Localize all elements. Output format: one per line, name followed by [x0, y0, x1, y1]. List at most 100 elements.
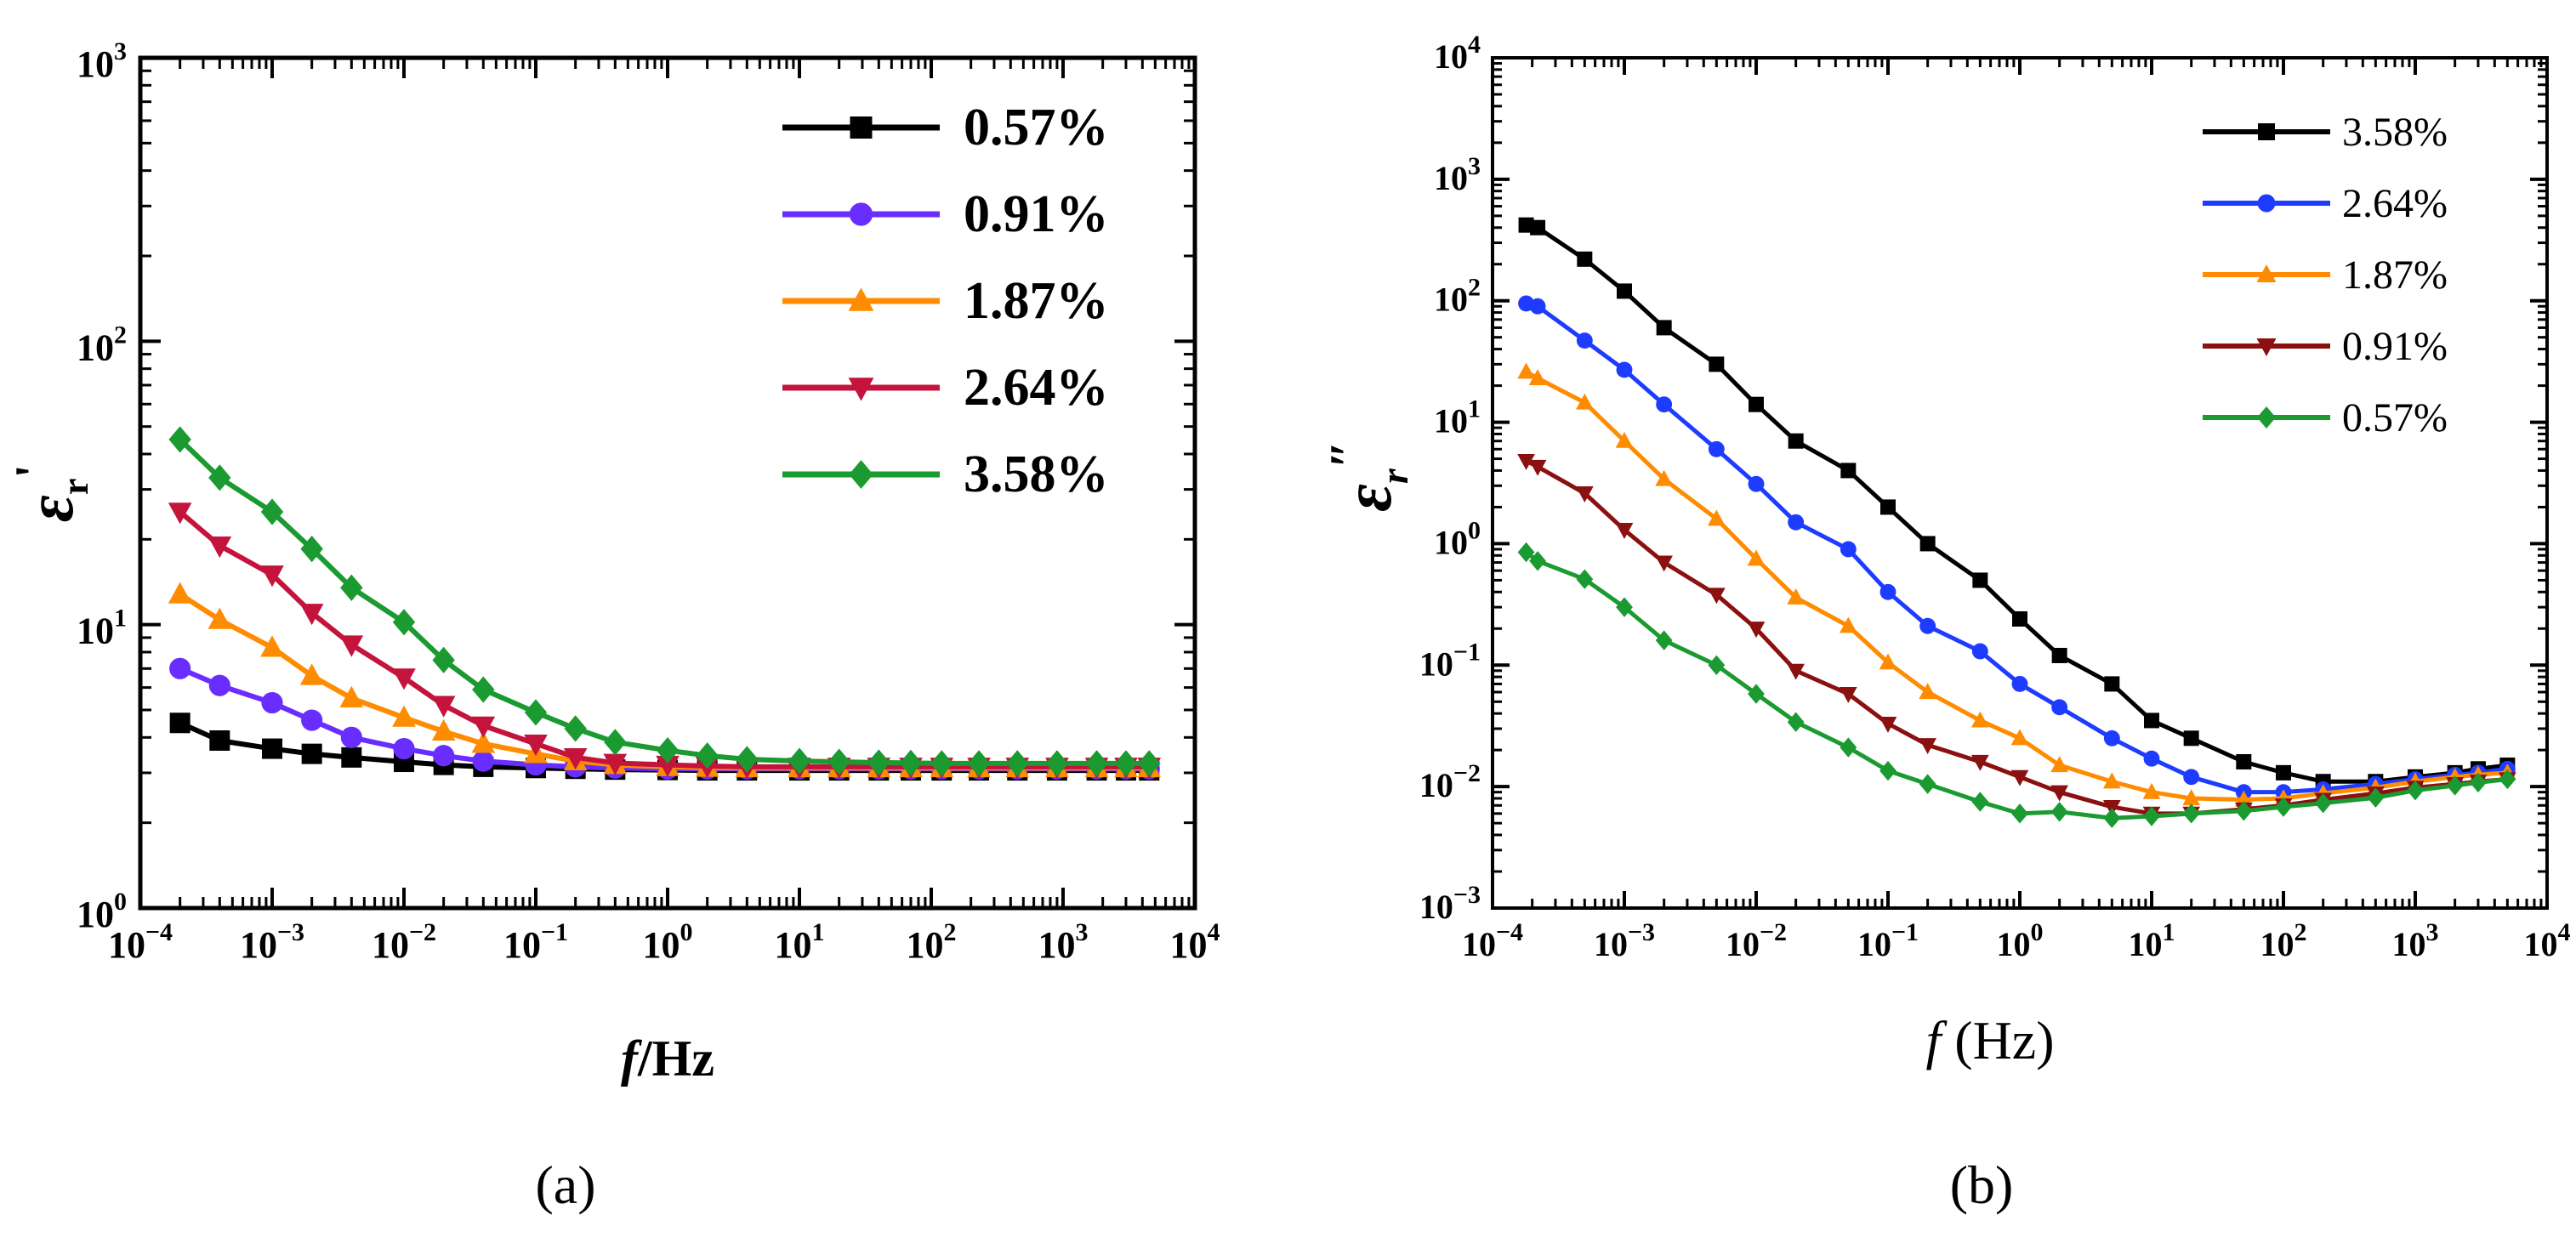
data-point — [1517, 362, 1535, 379]
data-point — [301, 709, 323, 731]
data-point — [1919, 683, 1937, 700]
y-tick-label: 101 — [1434, 395, 1481, 440]
data-point — [1879, 583, 1896, 600]
chart-a-axes: 10−4 10−3 10−2 10−1 100 101 102 103 104 100 101 102… — [77, 37, 1220, 966]
data-point — [472, 676, 495, 703]
data-point — [2104, 676, 2120, 692]
data-point — [604, 729, 627, 756]
data-point — [1970, 711, 1989, 728]
data-point — [1879, 653, 1897, 670]
data-point — [2143, 806, 2160, 826]
x-tick-label: 10−3 — [1594, 918, 1655, 963]
data-point — [2012, 610, 2027, 627]
data-point — [393, 737, 415, 760]
data-point — [1747, 549, 1766, 566]
data-point — [656, 736, 680, 764]
y-tick-label: 103 — [1434, 152, 1481, 197]
data-point — [169, 712, 190, 734]
data-point — [300, 536, 323, 563]
data-point — [2103, 808, 2121, 828]
panel-a-label: (a) — [535, 1155, 595, 1215]
x-tick-label: 103 — [1038, 918, 1089, 966]
data-point — [2010, 729, 2029, 746]
data-point — [2103, 730, 2120, 747]
data-point — [524, 734, 548, 757]
data-point — [1575, 486, 1594, 502]
data-point — [2182, 789, 2201, 806]
legend-marker — [848, 378, 874, 401]
chart-a: 10−4 10−3 10−2 10−1 100 101 102 103 104 100 101 102… — [5, 37, 1220, 1215]
data-point — [1749, 396, 1764, 412]
data-point — [1709, 356, 1725, 372]
data-point — [340, 726, 362, 748]
series-line-0 — [1526, 223, 2508, 784]
data-point — [2050, 756, 2069, 773]
data-point — [696, 742, 719, 769]
data-point — [2276, 764, 2291, 781]
x-tick-label: 103 — [2392, 918, 2439, 963]
legend-marker — [2256, 264, 2277, 282]
data-point — [1655, 630, 1673, 650]
data-point — [1656, 396, 1673, 413]
x-tick-label: 100 — [1997, 918, 2044, 963]
data-point — [340, 574, 363, 601]
legend-label: 0.57% — [2342, 395, 2448, 440]
data-point — [656, 755, 680, 778]
data-point — [2407, 780, 2424, 801]
chart-b-plot-area — [1517, 217, 2516, 828]
data-point — [1970, 754, 1989, 771]
legend-label: 3.58% — [964, 446, 1109, 503]
data-point — [208, 674, 230, 696]
x-tick-label: 10−1 — [1857, 918, 1919, 963]
data-point — [431, 695, 456, 718]
data-point — [564, 715, 587, 742]
data-point — [431, 718, 456, 741]
data-point — [1114, 750, 1138, 777]
y-tick-label: 100 — [1434, 516, 1481, 561]
legend-label: 1.87% — [2342, 253, 2448, 298]
x-tick-label: 104 — [2524, 918, 2571, 963]
data-point — [2051, 699, 2068, 716]
data-point — [169, 657, 191, 679]
data-point — [1655, 555, 1674, 572]
data-point — [1972, 572, 1988, 588]
data-point — [260, 635, 284, 657]
data-point — [208, 536, 232, 559]
data-point — [1655, 469, 1674, 486]
data-point — [1006, 750, 1029, 777]
data-point — [261, 691, 283, 714]
data-point — [2446, 775, 2464, 796]
data-point — [827, 748, 850, 775]
data-point — [2051, 647, 2067, 663]
chart-b-ylabel: εr″ — [1320, 440, 1416, 512]
x-tick-label: 10−4 — [108, 918, 173, 966]
y-tick-label: 102 — [77, 321, 127, 368]
data-point — [1748, 684, 1765, 704]
legend-label: 0.91% — [2342, 324, 2448, 369]
y-tick-label: 10−2 — [1419, 759, 1481, 804]
data-point — [2011, 803, 2028, 824]
data-point — [299, 663, 324, 685]
data-point — [1708, 655, 1726, 675]
data-point — [1747, 622, 1766, 639]
chart-b-xlabel: f (Hz) — [1925, 1010, 2054, 1070]
x-tick-label: 101 — [2129, 918, 2175, 963]
data-point — [2050, 802, 2068, 822]
data-point — [1576, 332, 1593, 349]
chart-b-axes: 10−4 10−3 10−2 10−1 100 101 102 103 10410−310−21… — [1419, 31, 2571, 963]
data-point — [930, 750, 953, 777]
data-point — [1879, 716, 1897, 733]
data-point — [1615, 523, 1634, 539]
legend-marker — [849, 460, 873, 489]
data-point — [1707, 588, 1726, 605]
y-tick-label: 100 — [77, 888, 127, 935]
x-tick-label: 10−3 — [240, 918, 304, 966]
chart-b: 10−4 10−3 10−2 10−1 100 101 102 103 10410−310−21… — [1320, 31, 2571, 1215]
data-point — [1517, 454, 1535, 470]
data-point — [1617, 283, 1632, 299]
data-point — [1787, 663, 1805, 680]
data-point — [168, 582, 192, 604]
data-point — [2050, 785, 2069, 802]
data-point — [392, 668, 416, 690]
